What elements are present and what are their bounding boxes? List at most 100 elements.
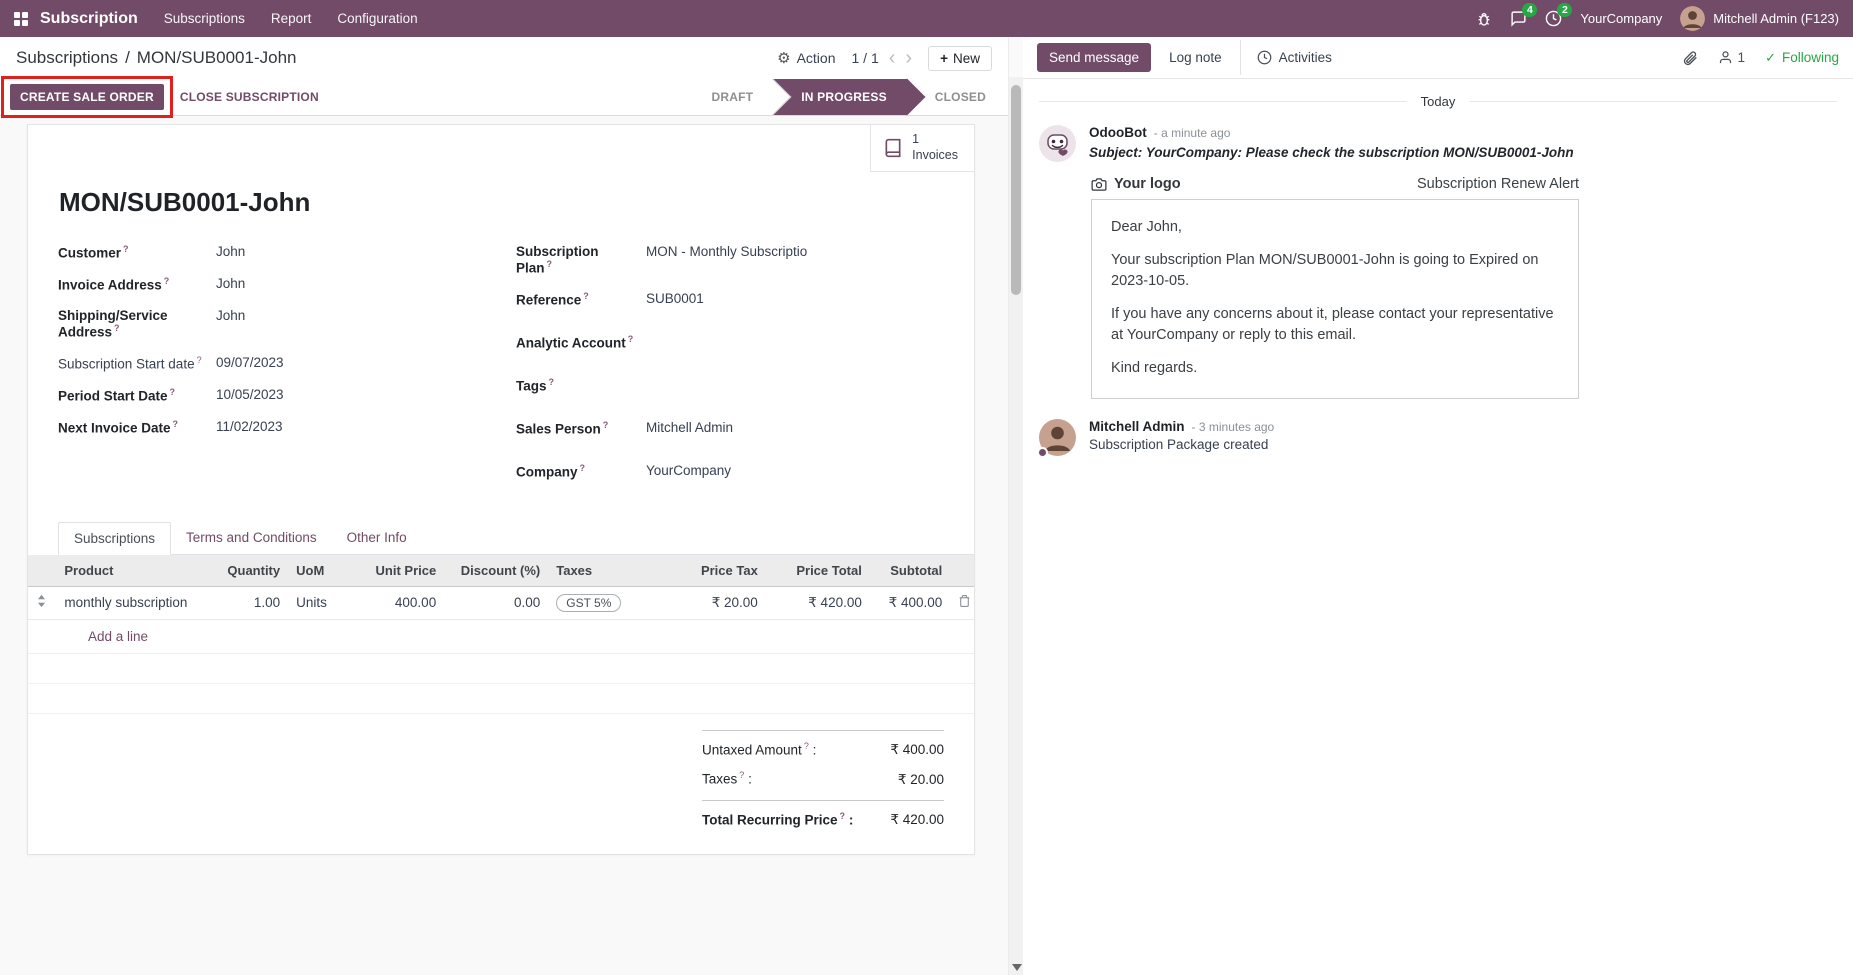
- scrollbar-down-arrow-icon[interactable]: [1012, 964, 1022, 971]
- date-divider: Today: [1039, 94, 1837, 109]
- close-subscription-button[interactable]: CLOSE SUBSCRIPTION: [179, 90, 319, 104]
- pager-next-icon[interactable]: ›: [905, 47, 913, 69]
- field-subscription-plan: Subscription Plan? MON - Monthly Subscri…: [516, 244, 944, 276]
- invoices-count: 1: [912, 132, 920, 147]
- col-quantity[interactable]: Quantity: [203, 554, 289, 587]
- invoices-smart-button[interactable]: 1 Invoices: [870, 125, 974, 172]
- breadcrumb-subscriptions[interactable]: Subscriptions: [16, 48, 119, 67]
- create-sale-order-button[interactable]: CREATE SALE ORDER: [10, 84, 164, 110]
- tab-other-info[interactable]: Other Info: [346, 529, 407, 545]
- company-switcher[interactable]: YourCompany: [1580, 11, 1663, 26]
- apps-menu-icon[interactable]: [14, 11, 28, 26]
- field-tags-value[interactable]: [646, 377, 944, 394]
- help-icon: ?: [739, 770, 745, 780]
- field-next-invoice-date: Next Invoice Date? 11/02/2023: [58, 419, 486, 436]
- message-odoobot: OdooBot - a minute ago Subject: YourComp…: [1039, 125, 1837, 400]
- delete-row-icon[interactable]: [958, 594, 971, 608]
- help-icon: ?: [602, 419, 609, 430]
- followers-count: 1: [1737, 50, 1746, 65]
- attachment-paperclip-icon[interactable]: [1682, 50, 1698, 66]
- menu-configuration[interactable]: Configuration: [337, 11, 418, 26]
- menu-report[interactable]: Report: [270, 11, 312, 26]
- field-reference-value[interactable]: SUB0001: [646, 290, 704, 306]
- field-subscription-plan-value[interactable]: MON - Monthly Subscriptio: [646, 244, 808, 259]
- total-recurring-price: Total Recurring Price? : ₹ 420.00: [702, 799, 944, 829]
- top-menu: Subscriptions Report Configuration: [164, 11, 418, 26]
- message-author[interactable]: OdooBot: [1089, 125, 1147, 140]
- new-button[interactable]: + New: [928, 45, 992, 71]
- scrollbar-thumb[interactable]: [1011, 85, 1021, 295]
- form-statusbar-row: CREATE SALE ORDER CLOSE SUBSCRIPTION DRA…: [0, 76, 1008, 118]
- table-row[interactable]: monthly subscription 1.00 Units 400.00 0…: [28, 586, 974, 620]
- action-menu-button[interactable]: ⚙ Action: [777, 49, 835, 67]
- cell-quantity[interactable]: 1.00: [203, 586, 289, 620]
- email-paragraph: If you have any concerns about it, pleas…: [1111, 306, 1554, 344]
- help-icon: ?: [583, 290, 589, 301]
- message-body: Subscription Package created: [1089, 437, 1269, 453]
- message-subject: Subject: YourCompany: Please check the s…: [1089, 145, 1574, 160]
- field-period-start-date-value[interactable]: 10/05/2023: [216, 386, 284, 402]
- field-invoice-address-value[interactable]: John: [216, 276, 246, 291]
- message-mitchell-admin: Mitchell Admin - 3 minutes ago Subscript…: [1037, 419, 1837, 459]
- chatter-toolbar: Send message Log note Activities 1 ✓ Fol…: [1023, 37, 1853, 79]
- field-company-value[interactable]: YourCompany: [646, 462, 732, 478]
- followers-button[interactable]: 1: [1718, 50, 1746, 65]
- chatter: Send message Log note Activities 1 ✓ Fol…: [1023, 37, 1853, 975]
- log-note-button[interactable]: Log note: [1169, 50, 1222, 65]
- field-customer-value[interactable]: John: [216, 244, 246, 259]
- cell-uom[interactable]: Units: [288, 586, 350, 620]
- messages-badge: 4: [1522, 3, 1538, 17]
- odoobot-avatar[interactable]: [1039, 125, 1076, 162]
- col-price-total[interactable]: Price Total: [765, 554, 870, 587]
- col-product[interactable]: Product: [56, 554, 203, 587]
- status-in-progress[interactable]: IN PROGRESS: [773, 78, 926, 116]
- following-button[interactable]: ✓ Following: [1765, 49, 1839, 66]
- tab-terms-and-conditions[interactable]: Terms and Conditions: [186, 529, 317, 545]
- col-price-tax[interactable]: Price Tax: [652, 554, 766, 587]
- new-label: New: [952, 50, 980, 66]
- message-thread: Today OdooBot - a minute ago Subject: Yo…: [1023, 79, 1853, 975]
- help-icon: ?: [169, 386, 176, 397]
- status-draft[interactable]: DRAFT: [683, 78, 792, 116]
- col-discount[interactable]: Discount (%): [444, 554, 549, 587]
- tab-subscriptions[interactable]: Subscriptions: [58, 521, 172, 555]
- subscription-lines-table: Product Quantity UoM Unit Price Discount…: [28, 554, 974, 620]
- add-a-line-link[interactable]: Add a line: [28, 620, 974, 654]
- pager-previous-icon[interactable]: ‹: [888, 47, 896, 69]
- message-author[interactable]: Mitchell Admin: [1089, 419, 1185, 435]
- cell-unit-price[interactable]: 400.00: [349, 586, 445, 620]
- cell-product[interactable]: monthly subscription: [56, 586, 203, 620]
- help-icon: ?: [548, 376, 555, 387]
- help-icon: ?: [627, 333, 634, 344]
- col-uom[interactable]: UoM: [288, 554, 350, 587]
- field-customer: Customer? John: [58, 244, 486, 261]
- drag-handle-icon[interactable]: [36, 594, 47, 608]
- menu-subscriptions[interactable]: Subscriptions: [163, 11, 245, 26]
- email-title: Subscription Renew Alert: [1417, 176, 1579, 192]
- app-name[interactable]: Subscription: [40, 9, 138, 27]
- field-next-invoice-date-value[interactable]: 11/02/2023: [216, 418, 283, 434]
- field-tags: Tags?: [516, 377, 944, 394]
- field-sales-person-value[interactable]: Mitchell Admin: [646, 419, 734, 435]
- col-unit-price[interactable]: Unit Price: [349, 554, 445, 587]
- field-company: Company? YourCompany: [516, 463, 944, 480]
- user-menu[interactable]: Mitchell Admin (F123): [1680, 6, 1839, 31]
- tax-tag[interactable]: GST 5%: [556, 593, 622, 612]
- scrollbar-track[interactable]: [1009, 77, 1023, 975]
- messages-icon[interactable]: 4: [1510, 3, 1538, 27]
- send-message-button[interactable]: Send message: [1037, 43, 1152, 72]
- activities-clock-icon[interactable]: 2: [1545, 3, 1573, 27]
- vertical-scrollbar[interactable]: [1008, 37, 1023, 975]
- col-taxes[interactable]: Taxes: [548, 554, 653, 587]
- cell-discount[interactable]: 0.00: [444, 586, 549, 620]
- col-subtotal[interactable]: Subtotal: [869, 554, 951, 587]
- help-icon: ?: [196, 354, 202, 365]
- field-analytic-account-value[interactable]: [646, 334, 944, 351]
- debug-bug-icon[interactable]: [1476, 11, 1492, 27]
- mitchell-admin-avatar[interactable]: [1037, 419, 1076, 459]
- user-avatar: [1680, 6, 1706, 31]
- activities-button[interactable]: Activities: [1239, 40, 1338, 75]
- field-subscription-start-date-value[interactable]: 09/07/2023: [216, 354, 284, 370]
- help-icon: ?: [172, 418, 179, 429]
- field-shipping-address-value[interactable]: John: [216, 308, 246, 323]
